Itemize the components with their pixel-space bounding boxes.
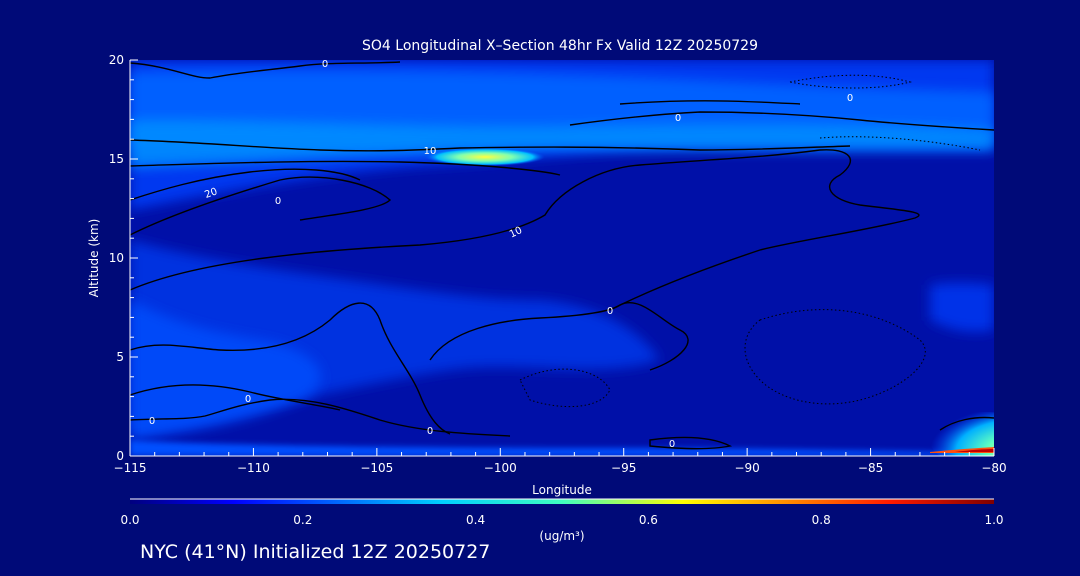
x-tick-label: −90	[734, 461, 759, 475]
contour-line	[619, 100, 801, 105]
contour-line	[789, 74, 912, 89]
x-axis-ticks: −115 −110 −105 −100 −95 −90 −85 −80	[114, 448, 1007, 475]
contour-line	[130, 168, 361, 201]
contour-label: 0	[607, 306, 613, 317]
contour-label: 10	[508, 225, 524, 240]
colorbar-tick-label: 1.0	[984, 513, 1003, 527]
field-max-surface	[930, 412, 994, 456]
x-axis-label: Longitude	[532, 483, 592, 497]
colorbar-tick-label: 0.6	[639, 513, 658, 527]
x-tick-label: −95	[611, 461, 636, 475]
colorbar-ticks: 0.0 0.2 0.4 0.6 0.8 1.0	[120, 513, 1003, 527]
field-right-mid	[930, 282, 994, 332]
contour-line	[130, 61, 401, 79]
contour-line	[519, 368, 611, 408]
field-surface-layer	[130, 440, 994, 456]
y-tick-label: 10	[109, 251, 124, 265]
field-light-layer	[130, 119, 994, 168]
contour-line	[130, 398, 511, 437]
contour-line	[130, 149, 920, 311]
contour-line	[130, 176, 392, 236]
y-tick-label: 20	[109, 53, 124, 67]
x-tick-label: −110	[237, 461, 270, 475]
contour-line	[130, 302, 451, 435]
chart-title: SO4 Longitudinal X–Section 48hr Fx Valid…	[362, 38, 758, 54]
x-tick-label: −105	[360, 461, 393, 475]
contour-line	[569, 111, 994, 131]
contour-line	[130, 384, 341, 411]
contour-label: 0	[149, 416, 155, 427]
x-tick-label: −115	[114, 461, 147, 475]
contour-labels: 0 0 0 10 10 20 0 0 0 0 0 0	[149, 59, 853, 450]
y-axis-ticks: 0 5 10 15 20	[109, 53, 138, 463]
colorbar-tick-label: 0.0	[120, 513, 139, 527]
contour-label: 0	[275, 196, 281, 207]
x-tick-label: −100	[484, 461, 517, 475]
y-tick-label: 0	[116, 449, 124, 463]
contour-label: 0	[322, 59, 328, 70]
initialization-caption: NYC (41°N) Initialized 12Z 20250727	[140, 541, 491, 563]
contour-lines	[130, 61, 994, 450]
field-max-upper	[425, 148, 545, 166]
colorbar-tick-label: 0.4	[466, 513, 485, 527]
contour-line	[130, 160, 561, 176]
colorbar-label: (ug/m³)	[539, 529, 584, 543]
colorbar	[130, 499, 994, 504]
contour-label: 0	[847, 93, 853, 104]
field-lower-left	[130, 300, 321, 440]
contour-label: 0	[427, 426, 433, 437]
colorbar-tick-label: 0.8	[812, 513, 831, 527]
contour-label: 20	[203, 186, 219, 201]
contour-label: 10	[424, 146, 437, 157]
contour-line	[819, 136, 981, 151]
contour-line	[744, 309, 926, 405]
x-tick-label: −80	[981, 461, 1006, 475]
contour-line	[939, 416, 994, 431]
colorbar-tick-label: 0.2	[293, 513, 312, 527]
contour-line	[429, 302, 689, 371]
contour-label: 0	[669, 439, 675, 450]
y-tick-label: 15	[109, 152, 124, 166]
y-tick-label: 5	[116, 350, 124, 364]
field-max-ground-core	[955, 449, 994, 452]
contour-line	[130, 139, 851, 152]
contour-line	[649, 436, 733, 450]
contour-lines-dotted	[519, 74, 981, 408]
contour-label: 0	[245, 394, 251, 405]
x-tick-label: −85	[858, 461, 883, 475]
contour-label: 0	[675, 113, 681, 124]
plot-area: 0 0 0 10 10 20 0 0 0 0 0 0	[130, 59, 994, 456]
y-axis-label: Altitude (km)	[87, 219, 101, 298]
